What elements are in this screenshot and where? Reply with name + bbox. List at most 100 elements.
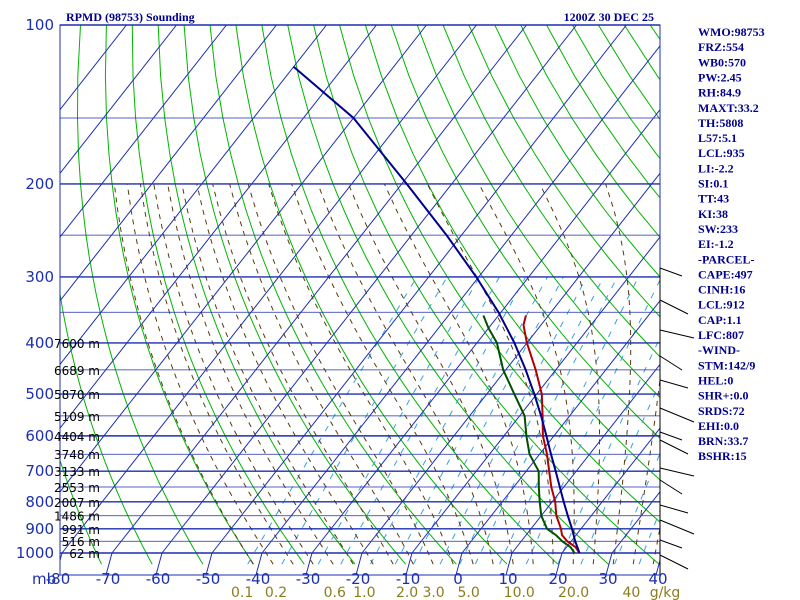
moist-adiabat [347,183,514,565]
isotherm [461,299,660,554]
isotherm [60,25,177,175]
moist-adiabat [167,183,334,565]
pressure-tick-label: 400 [25,334,54,352]
temperature-tick-label: -20 [346,570,371,588]
temperature-tick-label: -30 [296,570,321,588]
isotherm [211,25,627,554]
mixing-ratio-label: 5.0 [457,585,479,600]
dry-adiabat [442,25,660,358]
isotherm-stub [155,552,163,576]
isotherm [60,25,377,429]
mixing-ratio-label: 40 [622,585,640,600]
dry-adiabat [494,25,660,278]
isotherm-stub [105,552,113,576]
index-value: TT:43 [698,192,729,206]
wind-barb [659,439,689,455]
mixing-ratio-line [459,276,605,565]
dry-adiabat [209,25,457,565]
mixing-ratio-line [638,509,660,565]
height-labels: 7600 m 6689 m 5870 m 5109 m 4404 m 3748 m 3133… [54,337,100,561]
dry-adiabat [416,25,660,399]
index-value: RH:84.9 [698,86,741,100]
wind-barb [659,479,683,495]
mixing-ratio-line [247,276,418,565]
x-axis-unit: mb [32,570,56,588]
wind-barb [659,379,689,389]
index-value: LCL:935 [698,146,745,160]
pressure-tick-label: 800 [25,493,54,511]
index-value: LCL:912 [698,298,745,312]
dry-adiabat [364,25,660,481]
dry-adiabat [339,25,660,523]
dry-adiabat [183,25,407,565]
moist-adiabat [478,183,575,565]
mixing-ratio-line [412,276,564,565]
height-label: 2007 m [54,496,100,510]
temperature-tick-label: 20 [548,570,567,588]
mixing-ratio-line [439,276,588,565]
height-label: 1486 m [54,510,100,524]
isotherm [511,363,660,554]
pressure-tick-label: 100 [25,16,54,34]
index-value: WB0:570 [698,55,746,69]
isotherm-stub [60,552,63,563]
index-value: LFC:807 [698,328,744,342]
wind-barb [659,407,695,423]
moist-adiabat [113,183,254,565]
dry-adiabat [157,25,356,565]
wind-barb [659,267,683,277]
moist-adiabat [247,183,434,565]
height-label: 7600 m [54,337,100,351]
mixing-ratio-line [580,381,660,565]
wind-barb [659,504,689,514]
pressure-tick-label: 300 [25,268,54,286]
temperature-tick-label: -80 [46,570,71,588]
dry-adiabat [546,25,660,199]
index-value: MAXT:33.2 [698,101,759,115]
isotherm [261,45,660,554]
isotherm [60,25,327,366]
temperature-tick-label: -50 [196,570,221,588]
dry-adiabat [572,25,660,160]
index-value: SHR+:0.0 [698,389,749,403]
wind-barb [659,329,695,339]
dry-adiabat [313,25,660,565]
mixing-ratio-label: 2.0 [396,585,418,600]
height-label: 516 m [62,535,100,549]
dry-adiabat [261,25,559,565]
height-label: 5870 m [54,388,100,402]
index-value: CINH:16 [698,283,745,297]
mixing-ratio-line [499,276,639,565]
moist-adiabat [181,183,354,565]
moist-adiabat [652,525,660,565]
height-label: 3748 m [54,448,100,462]
isotherm-stub [255,552,263,576]
mixing-ratio-label: 1.0 [353,585,375,600]
index-value: EI:-1.2 [698,237,734,251]
chart-datetime: 1200Z 30 DEC 25 [564,10,654,24]
index-value: TH:5808 [698,116,743,130]
isotherm [311,108,660,554]
wind-barbs [659,267,695,575]
index-value: SW:233 [698,222,738,236]
dry-adiabat [754,25,800,564]
isotherm-stub [305,552,313,576]
pressure-tick-label: 1000 [16,544,54,562]
index-value: SRDS:72 [698,404,745,418]
height-label: 991 m [62,523,100,537]
isotherm-stub [605,552,613,576]
mixing-ratio-line [281,276,448,565]
wind-barb [659,554,689,570]
moist-adiabat [153,183,314,565]
index-value: CAPE:497 [698,267,753,281]
isotherm-stub [555,552,563,576]
height-label: 5109 m [54,410,100,424]
index-value: BSHR:15 [698,449,747,463]
index-value: STM:142/9 [698,358,755,372]
dry-adiabat [131,25,305,565]
pressure-tick-label: 700 [25,462,54,480]
index-value: LI:-2.2 [698,161,734,175]
height-label: 62 m [69,547,100,561]
wind-barb [659,467,695,477]
